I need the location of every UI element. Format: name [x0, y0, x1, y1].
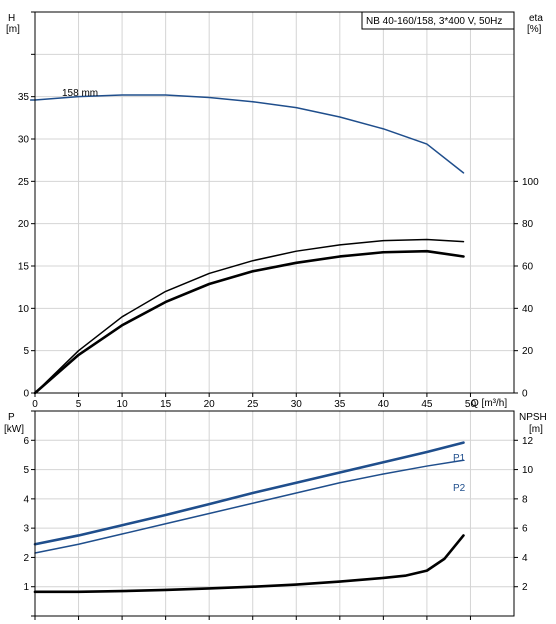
- right-y-tick-label: 60: [522, 262, 534, 273]
- bottom-right-axis-unit: [m]: [529, 424, 543, 435]
- x-axis-label: Q [m³/h]: [471, 398, 507, 409]
- left-y-tick-label: 4: [23, 494, 29, 505]
- right-y-tick-label: 2: [522, 582, 528, 593]
- series-line-bottom-1: [34, 459, 465, 554]
- left-y-tick-label: 35: [18, 92, 30, 103]
- title-box: [361, 11, 515, 30]
- series-line-top-1: [34, 238, 465, 394]
- x-tick-label: 45: [421, 399, 433, 410]
- right-y-tick-label: 20: [522, 346, 534, 357]
- x-tick-label: 40: [378, 399, 390, 410]
- right-y-tick-label: 40: [522, 304, 534, 315]
- top-right-axis-unit: [%]: [527, 24, 542, 35]
- series-line-top-0: [29, 94, 465, 174]
- x-tick-label: 15: [160, 399, 172, 410]
- left-y-tick-label: 30: [18, 135, 30, 146]
- x-tick-label: 25: [247, 399, 259, 410]
- x-tick-label: 50: [465, 399, 477, 410]
- series-layer: [29, 94, 465, 594]
- right-y-tick-label: 8: [522, 494, 528, 505]
- right-y-tick-label: 80: [522, 219, 534, 230]
- x-tick-label: 0: [32, 399, 38, 410]
- impeller-diameter-label: 158 mm: [62, 88, 98, 99]
- bottom-right-axis-label: NPSH: [519, 412, 547, 423]
- left-y-tick-label: 0: [23, 389, 29, 400]
- right-y-tick-label: 4: [522, 553, 528, 564]
- left-y-tick-label: 6: [23, 436, 29, 447]
- x-tick-label: 10: [117, 399, 129, 410]
- series-label-p2: P2: [453, 483, 466, 494]
- series-line-bottom-0: [33, 441, 465, 546]
- x-tick-label: 5: [76, 399, 82, 410]
- left-y-tick-label: 10: [18, 304, 30, 315]
- bottom-left-axis-unit: [kW]: [4, 424, 24, 435]
- left-y-tick-label: 15: [18, 262, 30, 273]
- bottom-plot-frame: [34, 410, 515, 617]
- left-y-tick-label: 25: [18, 177, 30, 188]
- left-y-tick-label: 2: [23, 553, 29, 564]
- right-y-tick-label: 100: [522, 177, 539, 188]
- series-line-top-2: [33, 249, 465, 395]
- x-tick-label: 35: [334, 399, 346, 410]
- axes-layer: 0 5 10 15 20 25 30 35 40 45 5005101520253035020406…: [18, 11, 539, 620]
- right-y-tick-label: 0: [522, 389, 528, 400]
- chart-title: NB 40-160/158, 3*400 V, 50Hz: [366, 16, 502, 27]
- x-tick-label: 20: [204, 399, 216, 410]
- left-y-tick-label: 5: [23, 346, 29, 357]
- right-y-tick-label: 10: [522, 465, 534, 476]
- left-y-tick-label: 3: [23, 524, 29, 535]
- x-tick-label: 30: [291, 399, 303, 410]
- bottom-left-axis-label: P: [8, 412, 15, 423]
- series-label-p1: P1: [453, 453, 466, 464]
- right-y-tick-label: 6: [522, 524, 528, 535]
- top-right-axis-label: eta: [529, 13, 543, 24]
- left-y-tick-label: 1: [23, 582, 29, 593]
- series-line-bottom-2: [33, 534, 465, 594]
- top-plot-frame: [34, 11, 515, 394]
- left-y-tick-label: 5: [23, 465, 29, 476]
- left-y-tick-label: 20: [18, 219, 30, 230]
- top-left-axis-unit: [m]: [6, 24, 20, 35]
- right-y-tick-label: 12: [522, 436, 534, 447]
- top-left-axis-label: H: [8, 13, 15, 24]
